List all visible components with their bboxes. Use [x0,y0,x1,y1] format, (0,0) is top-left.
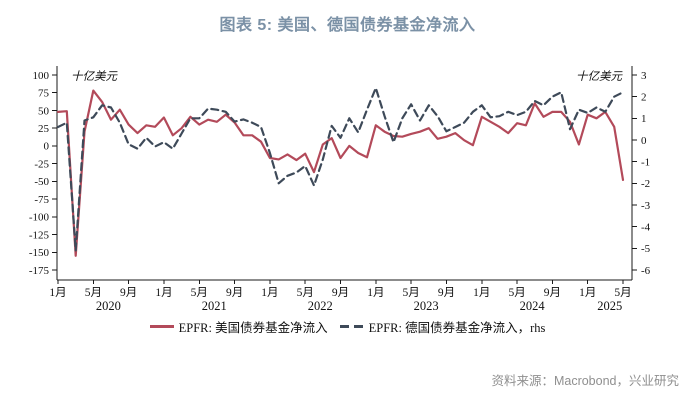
legend-item-de: EPFR: 德国债券基金净流入，rhs [339,317,546,336]
x-axis-tick-label: 1月 [49,287,66,299]
left-axis-tick-label: 75 [38,88,50,100]
x-axis-tick-label: 1月 [473,287,490,299]
x-axis-tick-label: 1月 [367,287,384,299]
x-axis-tick-label: 5月 [191,287,208,299]
right-axis-tick-label: -3 [641,200,651,212]
left-axis-tick-label: -125 [29,229,50,241]
x-axis-year-label: 2020 [96,299,121,313]
right-axis-tick-label: 1 [641,113,647,125]
right-axis-tick-label: 3 [641,70,647,82]
right-axis-tick-label: 0 [641,135,647,147]
left-axis-tick-label: -50 [34,176,49,188]
x-axis-tick-label: 1月 [155,287,172,299]
x-axis-tick-label: 5月 [85,287,102,299]
left-axis-tick-label: -25 [34,158,49,170]
left-axis-tick-label: -175 [29,265,50,277]
x-axis-year-label: 2023 [414,299,439,313]
legend-item-us: EPFR: 美国债券基金净流入 [149,317,328,336]
x-axis-tick-label: 9月 [120,287,137,299]
x-axis-tick-label: 5月 [614,287,631,299]
left-axis-tick-label: 25 [38,123,50,135]
chart-title: 图表 5: 美国、德国债券基金净流入 [219,17,476,34]
x-axis-tick-label: 9月 [544,287,561,299]
legend-label-de: EPFR: 德国债券基金净流入，rhs [368,321,546,335]
us-series-line [56,89,625,257]
left-axis-tick-label: 50 [38,105,50,117]
right-axis-unit-label: 十亿美元 [576,70,623,83]
right-axis-tick-label: -6 [641,265,651,277]
x-axis-tick-label: 1月 [579,287,596,299]
x-axis-tick-label: 9月 [332,287,349,299]
right-axis-tick-label: -4 [641,221,651,233]
left-axis-tick-label: -75 [34,194,49,206]
x-axis-tick-label: 5月 [508,287,525,299]
left-axis-tick-label: 100 [33,70,50,82]
x-axis-tick-label: 9月 [226,287,243,299]
x-axis-year-label: 2022 [308,299,333,313]
x-axis-year-label: 2025 [597,299,622,313]
left-axis-tick-label: 0 [44,141,50,153]
right-axis-tick-label: -1 [641,156,650,168]
x-axis-year-label: 2024 [520,299,546,313]
right-axis-tick-label: -5 [641,243,651,255]
right-axis-tick-label: -2 [641,178,650,190]
legend-label-us: EPFR: 美国债券基金净流入 [178,321,328,335]
de-line-marker [339,325,364,328]
de-series-line [56,86,625,252]
x-axis-tick-label: 5月 [297,287,314,299]
source-note: 资料来源：Macrobond，兴业研究 [491,374,679,388]
left-axis-tick-label: -150 [29,247,50,259]
left-axis-unit-label: 十亿美元 [71,70,118,83]
x-axis-tick-label: 1月 [261,287,278,299]
us-line-marker [149,325,174,328]
legend: EPFR: 美国债券基金净流入 EPFR: 德国债券基金净流入，rhs [0,317,695,336]
right-axis-tick-label: 2 [641,91,647,103]
left-axis-tick-label: -100 [29,212,50,224]
x-axis-tick-label: 5月 [403,287,420,299]
x-axis-year-label: 2021 [202,299,227,313]
x-axis-tick-label: 9月 [438,287,455,299]
